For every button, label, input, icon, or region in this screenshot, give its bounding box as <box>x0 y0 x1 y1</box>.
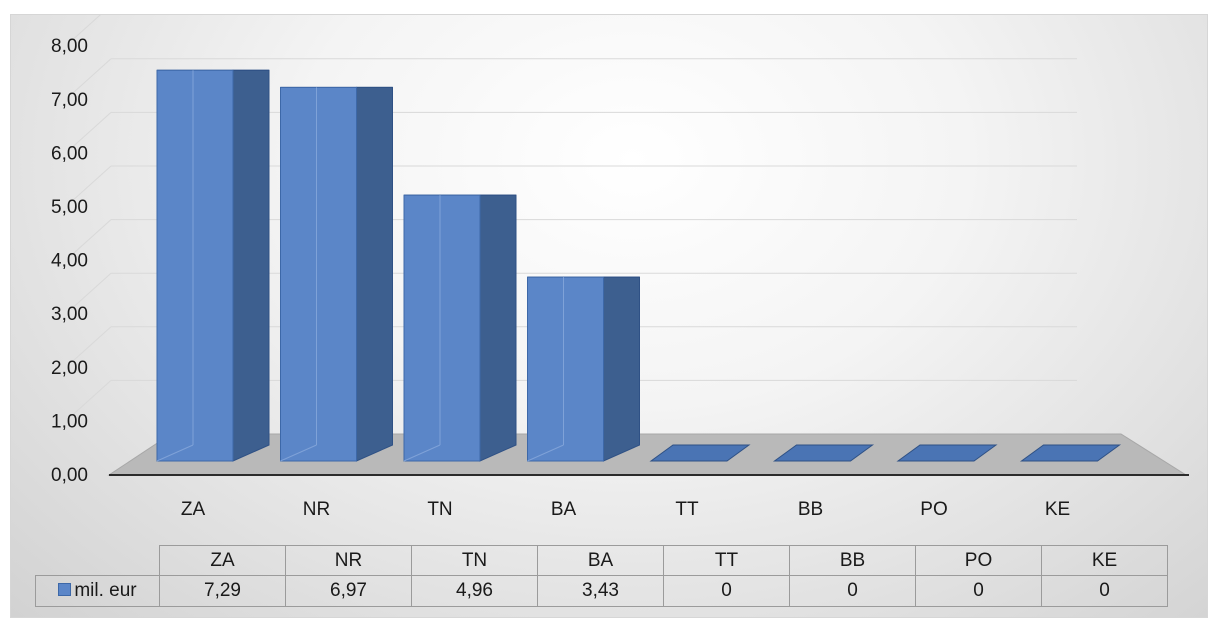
y-tick-label: 7,00 <box>51 90 88 111</box>
chart-area: 0,00 1,00 2,00 3,00 4,00 5,00 6,00 7,00 8,00 ZA NR… <box>10 14 1208 618</box>
data-table-cell: 6,97 <box>285 575 412 607</box>
bar <box>156 69 234 462</box>
bar <box>403 194 481 462</box>
gridline-side <box>70 272 112 310</box>
data-table-header-row: ZA NR TN BA TT BB PO KE <box>35 545 1168 576</box>
bar-flat <box>772 444 875 462</box>
x-tick-label: TN <box>427 499 452 520</box>
chart-floor <box>107 433 1188 476</box>
bar-side <box>232 69 270 462</box>
bar-inner-edge <box>403 444 441 462</box>
data-table-cell: 0 <box>789 575 916 607</box>
gridline-side <box>70 58 112 96</box>
gridline-side <box>70 219 112 256</box>
data-table-header-cell: ZA <box>159 545 286 576</box>
y-tick-label: 2,00 <box>51 358 88 379</box>
y-tick-label: 8,00 <box>51 36 88 57</box>
gridline-side <box>70 15 101 42</box>
data-table-header-cell: PO <box>915 545 1042 576</box>
data-table-cell: 7,29 <box>159 575 286 607</box>
data-table-cell: 0 <box>663 575 790 607</box>
y-tick-label: 6,00 <box>51 143 88 164</box>
gridline-side <box>70 380 112 417</box>
x-tick-label: KE <box>1045 499 1070 520</box>
x-tick-label: NR <box>303 499 330 520</box>
bar-inner-edge <box>280 444 317 462</box>
legend-label: mil. eur <box>74 580 137 601</box>
gridline-side <box>70 112 112 149</box>
bar-side <box>603 276 640 462</box>
bar-inner-edge <box>527 444 564 462</box>
gridline-side <box>70 165 112 203</box>
legend-swatch-icon <box>58 583 72 596</box>
data-table-cell: 3,43 <box>537 575 664 607</box>
bar-flat <box>1019 444 1122 462</box>
y-tick-label: 5,00 <box>51 197 88 218</box>
data-table-header-cell: NR <box>285 545 412 576</box>
x-tick-label: PO <box>920 499 947 520</box>
data-table-cell: 0 <box>1041 575 1168 607</box>
data-table-header-cell: KE <box>1041 545 1168 576</box>
data-table-corner <box>35 545 160 576</box>
x-tick-label: TT <box>675 499 699 520</box>
legend-key: mil. eur <box>35 575 160 607</box>
chart-plot: 0,00 1,00 2,00 3,00 4,00 5,00 6,00 7,00 8,00 ZA NR… <box>51 15 1189 520</box>
data-table-header-cell: TT <box>663 545 790 576</box>
gridline-side <box>70 326 112 364</box>
data-table-header-cell: BA <box>537 545 664 576</box>
data-table-header-cell: TN <box>411 545 538 576</box>
bar-inner-edge <box>156 444 194 462</box>
bar <box>527 276 604 462</box>
y-tick-label: 1,00 <box>51 411 88 432</box>
data-table-row: mil. eur 7,29 6,97 4,96 3,43 0 0 0 0 <box>35 575 1168 607</box>
data-table: ZA NR TN BA TT BB PO KE mil. eur 7,29 6,… <box>35 545 1168 607</box>
x-tick-label: BA <box>551 499 577 520</box>
bar-flat <box>649 444 751 462</box>
x-tick-label: BB <box>798 499 823 520</box>
data-table-header-cell: BB <box>789 545 916 576</box>
y-tick-label: 4,00 <box>51 251 88 272</box>
bar <box>280 86 357 462</box>
y-tick-label: 3,00 <box>51 304 88 325</box>
data-table-cell: 4,96 <box>411 575 538 607</box>
bar-side <box>479 194 517 462</box>
bar-flat <box>896 444 998 462</box>
y-tick-label: 0,00 <box>51 465 88 486</box>
data-table-cell: 0 <box>915 575 1042 607</box>
x-tick-label: ZA <box>181 499 206 520</box>
bar-side <box>356 86 393 462</box>
